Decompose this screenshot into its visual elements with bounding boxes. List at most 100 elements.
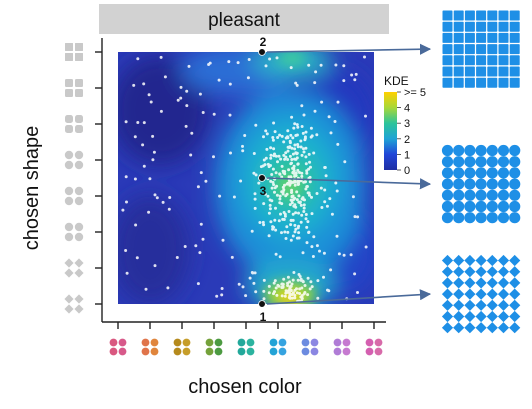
shape-glyph (75, 79, 83, 87)
observation-dot (190, 131, 194, 135)
observation-dot (264, 64, 268, 68)
example-shape (442, 21, 453, 32)
example-shape (475, 200, 487, 213)
observation-dot (302, 203, 306, 207)
shape-glyph (65, 79, 73, 87)
observation-dot (271, 138, 275, 142)
observation-dot (299, 145, 303, 149)
example-shape (475, 310, 487, 323)
observation-dot (281, 285, 285, 289)
example-shape (497, 288, 510, 300)
observation-dot (283, 157, 287, 161)
marked-point-1: 1 (258, 300, 267, 324)
observation-dot (313, 109, 317, 113)
observation-dot (294, 81, 298, 85)
observation-dot (280, 282, 284, 286)
title-bar (99, 4, 389, 34)
example-shape (464, 189, 476, 201)
arrow-to-diamond (266, 289, 432, 305)
example-shape (453, 288, 465, 300)
observation-dot (221, 238, 225, 242)
color-dot (118, 347, 127, 356)
example-shape (475, 189, 487, 201)
observation-dot (288, 183, 292, 187)
x-axis-label: chosen color (188, 376, 302, 398)
observation-dot (147, 93, 151, 97)
shape-icon (65, 43, 83, 61)
observation-dot (176, 98, 180, 102)
observation-dot (298, 292, 302, 295)
shape-glyph (74, 258, 84, 268)
observation-dot (298, 287, 302, 291)
legend-tick-label: >= 5 (404, 87, 426, 99)
observation-dot (284, 291, 288, 295)
observation-dot (323, 188, 327, 192)
observation-dot (300, 171, 304, 175)
observation-dot (337, 252, 341, 256)
example-shape (509, 10, 520, 21)
example-shape (509, 299, 521, 311)
observation-dot (278, 255, 282, 259)
example-grid-diamond (441, 254, 521, 334)
observation-dot (271, 136, 275, 139)
example-shape (497, 299, 510, 311)
observation-dot (289, 289, 293, 293)
observation-dot (159, 55, 163, 59)
example-shape (442, 55, 453, 66)
example-shape (442, 44, 453, 55)
observation-dot (212, 112, 216, 116)
color-icon (109, 338, 127, 356)
observation-dot (316, 279, 320, 283)
color-dot (269, 347, 278, 356)
observation-dot (194, 244, 198, 248)
observation-dot (301, 131, 305, 135)
observation-dot (198, 251, 202, 255)
example-shape (487, 55, 498, 66)
color-dot (237, 338, 246, 347)
example-shape (486, 200, 498, 213)
observation-dot (267, 211, 271, 215)
shape-glyph (65, 53, 73, 61)
observation-dot (273, 279, 277, 283)
observation-dot (264, 129, 268, 133)
example-shape (464, 322, 476, 334)
color-dot (374, 347, 383, 356)
observation-dot (336, 100, 340, 104)
color-dot (310, 338, 319, 347)
example-shape (475, 178, 487, 190)
observation-dot (293, 147, 297, 151)
observation-dot (302, 198, 306, 202)
observation-dot (292, 172, 296, 175)
observation-dot (167, 207, 171, 211)
observation-dot (277, 284, 281, 288)
color-dot (141, 338, 150, 347)
example-shape (464, 200, 476, 213)
example-shape (486, 266, 498, 278)
example-shape (441, 310, 454, 323)
observation-dot (286, 284, 290, 287)
color-icon (333, 338, 351, 356)
shape-icon (65, 79, 83, 97)
observation-dot (288, 294, 292, 298)
legend-title: KDE (384, 74, 409, 88)
observation-dot (304, 155, 308, 159)
observation-dot (218, 194, 222, 198)
observation-dot (335, 234, 339, 238)
observation-dot (241, 285, 245, 289)
observation-dot (286, 230, 290, 234)
example-shape (441, 322, 454, 334)
observation-dot (285, 192, 289, 196)
shape-glyph (64, 258, 74, 268)
example-shape (464, 144, 476, 157)
shape-glyph (65, 125, 73, 133)
color-dot (173, 338, 182, 347)
observation-dot (290, 158, 294, 161)
shape-glyph (74, 232, 84, 242)
color-dot (109, 347, 118, 356)
color-dot (150, 347, 159, 356)
color-icon (269, 338, 287, 356)
observation-dot (271, 167, 275, 171)
observation-dot (293, 230, 297, 234)
observation-dot (278, 197, 282, 201)
marked-point-dot (258, 300, 266, 308)
